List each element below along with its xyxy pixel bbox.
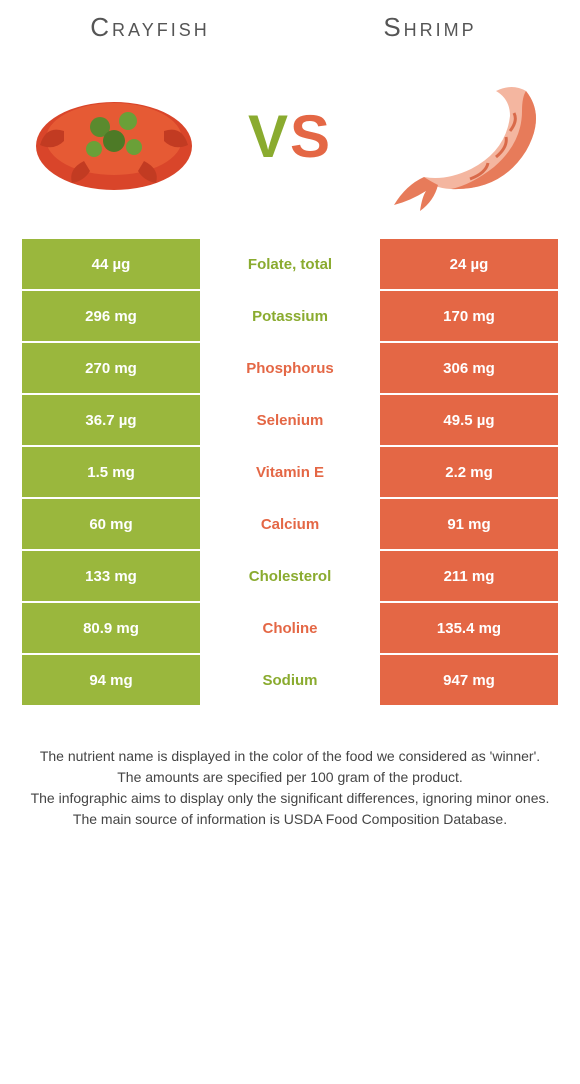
nutrient-row: 80.9 mgCholine135.4 mg <box>22 603 558 655</box>
right-value: 2.2 mg <box>380 447 558 499</box>
nutrient-row: 296 mgPotassium170 mg <box>22 291 558 343</box>
left-value: 36.7 µg <box>22 395 200 447</box>
hero-row: VS <box>10 61 570 211</box>
left-value: 270 mg <box>22 343 200 395</box>
footer-line: The main source of information is USDA F… <box>10 810 570 829</box>
footer-line: The nutrient name is displayed in the co… <box>10 747 570 766</box>
vs-label: VS <box>248 102 332 171</box>
left-value: 133 mg <box>22 551 200 603</box>
shrimp-image <box>376 61 556 211</box>
nutrient-row: 60 mgCalcium91 mg <box>22 499 558 551</box>
nutrient-row: 270 mgPhosphorus306 mg <box>22 343 558 395</box>
title-row: Crayfish Shrimp <box>10 12 570 43</box>
right-value: 49.5 µg <box>380 395 558 447</box>
nutrient-label: Cholesterol <box>200 551 380 603</box>
left-value: 296 mg <box>22 291 200 343</box>
right-value: 135.4 mg <box>380 603 558 655</box>
nutrient-row: 36.7 µgSelenium49.5 µg <box>22 395 558 447</box>
nutrient-label: Calcium <box>200 499 380 551</box>
footer-line: The amounts are specified per 100 gram o… <box>10 768 570 787</box>
right-value: 24 µg <box>380 239 558 291</box>
vs-v: V <box>248 103 290 170</box>
crayfish-image <box>24 61 204 211</box>
nutrient-label: Potassium <box>200 291 380 343</box>
left-value: 80.9 mg <box>22 603 200 655</box>
nutrient-label: Selenium <box>200 395 380 447</box>
nutrient-label: Choline <box>200 603 380 655</box>
nutrient-row: 1.5 mgVitamin E2.2 mg <box>22 447 558 499</box>
nutrient-row: 94 mgSodium947 mg <box>22 655 558 707</box>
nutrient-table: 44 µgFolate, total24 µg296 mgPotassium17… <box>22 239 558 707</box>
left-food-title: Crayfish <box>10 12 290 43</box>
nutrient-row: 133 mgCholesterol211 mg <box>22 551 558 603</box>
right-food-title: Shrimp <box>290 12 570 43</box>
left-value: 44 µg <box>22 239 200 291</box>
nutrient-label: Phosphorus <box>200 343 380 395</box>
right-value: 170 mg <box>380 291 558 343</box>
footer-line: The infographic aims to display only the… <box>10 789 570 808</box>
right-value: 306 mg <box>380 343 558 395</box>
nutrient-row: 44 µgFolate, total24 µg <box>22 239 558 291</box>
nutrient-label: Vitamin E <box>200 447 380 499</box>
nutrient-label: Folate, total <box>200 239 380 291</box>
left-value: 1.5 mg <box>22 447 200 499</box>
left-value: 94 mg <box>22 655 200 707</box>
footer-notes: The nutrient name is displayed in the co… <box>10 747 570 829</box>
right-value: 947 mg <box>380 655 558 707</box>
vs-s: S <box>290 103 332 170</box>
nutrient-label: Sodium <box>200 655 380 707</box>
left-value: 60 mg <box>22 499 200 551</box>
right-value: 211 mg <box>380 551 558 603</box>
right-value: 91 mg <box>380 499 558 551</box>
